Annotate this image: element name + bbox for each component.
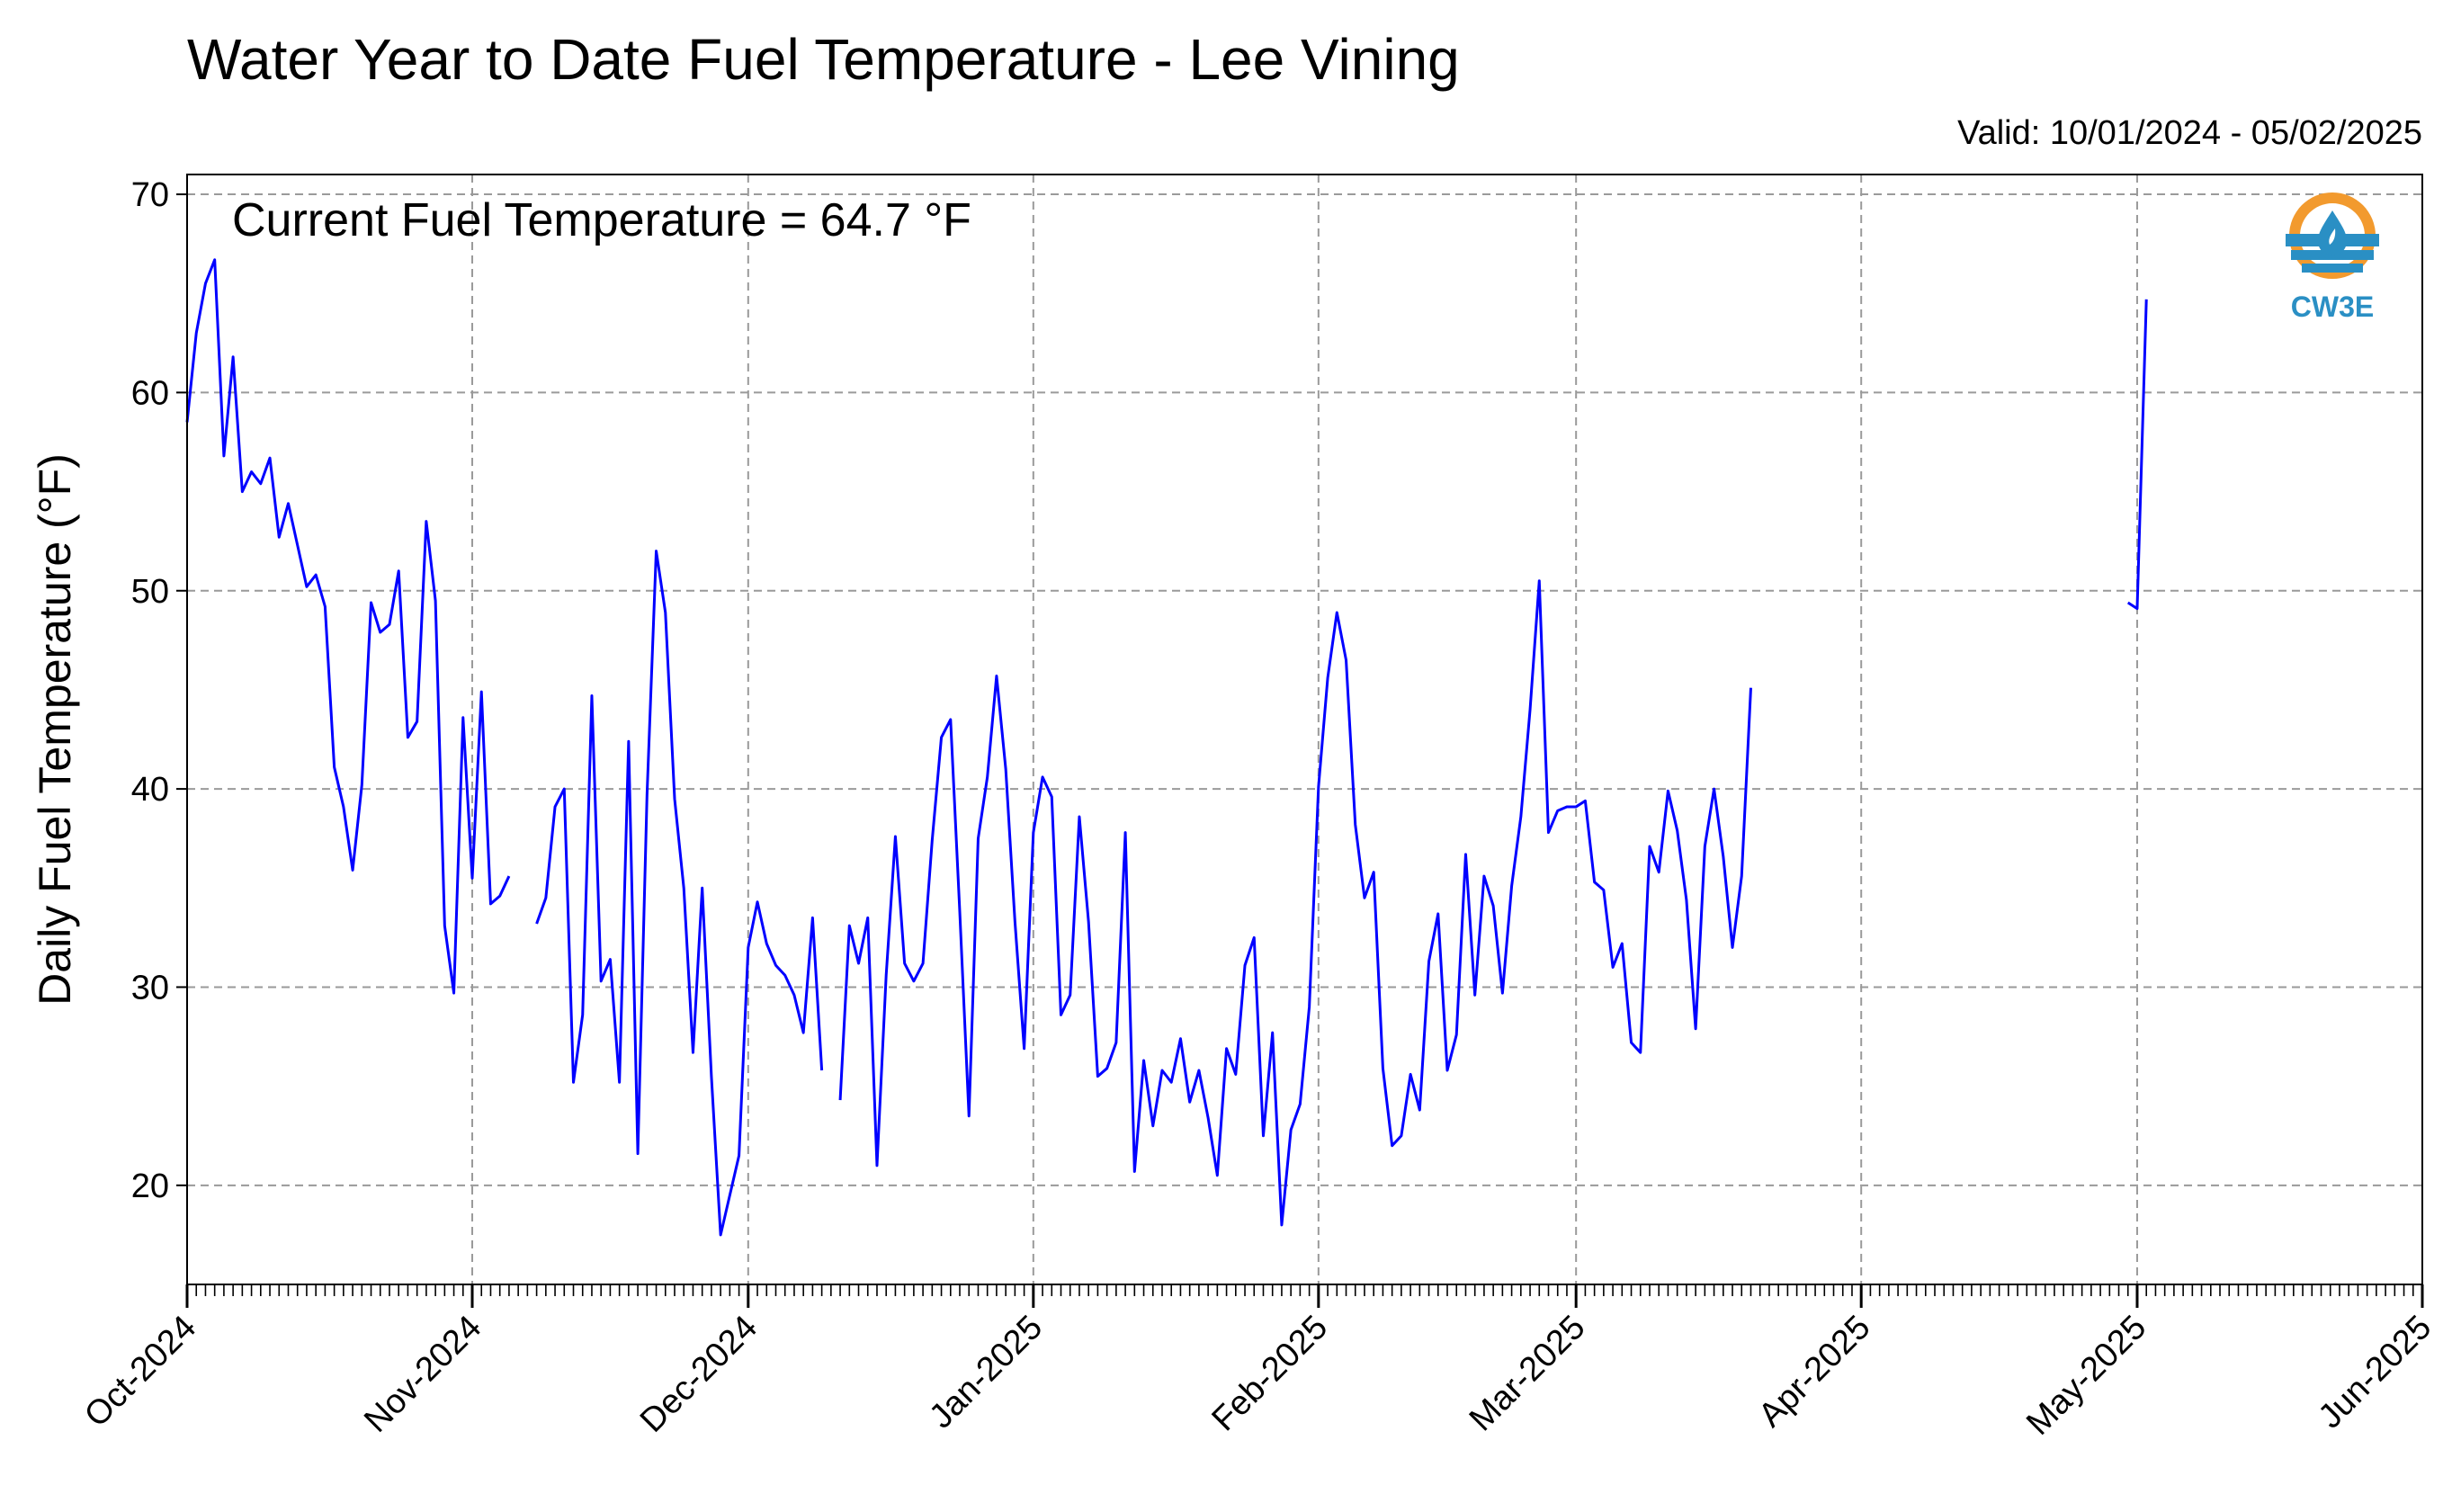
x-tick-label: Mar-2025: [1463, 1309, 1593, 1439]
x-tick-label: Oct-2024: [77, 1309, 203, 1435]
y-tick-label: 70: [131, 176, 169, 214]
chart-subtitle: Valid: 10/01/2024 - 05/02/2025: [1957, 114, 2422, 152]
x-tick-label: May-2025: [2019, 1309, 2153, 1443]
x-tick-label: Jan-2025: [922, 1309, 1050, 1436]
plot-frame: [186, 174, 2423, 1285]
grid-lines: [186, 174, 2423, 1284]
x-tick-label: Apr-2025: [1751, 1309, 1877, 1435]
y-axis-label: Daily Fuel Temperature (°F): [30, 453, 80, 1006]
current-fuel-temperature-annotation: Current Fuel Temperature = 64.7 °F: [232, 194, 971, 246]
fuel-temperature-line-1: [2126, 299, 2148, 611]
y-tick-label: 40: [131, 771, 169, 809]
x-tick-label: Feb-2025: [1204, 1309, 1335, 1439]
cw3e-water-drop-logo-icon: [2286, 192, 2379, 279]
axes: 20 30 40 50 60 70 Oct-2024 Nov-2024 Dec-2024 Jan-…: [77, 176, 2439, 1443]
fuel-temperature-line-0: [838, 579, 1752, 1227]
x-tick-label: Jun-2025: [2312, 1309, 2439, 1436]
y-tick-label: 20: [131, 1168, 169, 1205]
x-tick-label: Nov-2024: [357, 1309, 488, 1440]
fuel-temperature-line-0: [185, 258, 511, 995]
data-series: [185, 258, 2148, 1237]
y-tick-label: 50: [131, 573, 169, 611]
chart-title: Water Year to Date Fuel Temperature - Le…: [187, 27, 1460, 92]
x-tick-label: Dec-2024: [633, 1309, 765, 1440]
y-tick-label: 60: [131, 374, 169, 412]
logo-text: CW3E: [2291, 291, 2374, 323]
y-tick-label: 30: [131, 969, 169, 1007]
fuel-temperature-line-0: [535, 550, 824, 1237]
